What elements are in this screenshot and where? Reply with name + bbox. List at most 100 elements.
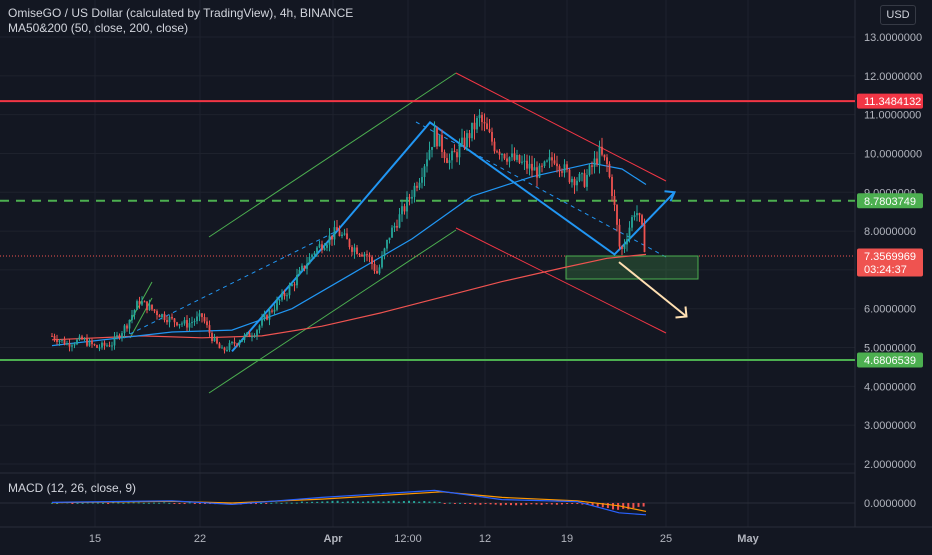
price-tick: 4.0000000 bbox=[864, 381, 916, 393]
candle-up bbox=[398, 214, 401, 228]
candle-down bbox=[376, 270, 378, 274]
macd-histogram-bar bbox=[122, 502, 125, 504]
candle-up bbox=[113, 336, 116, 346]
candles bbox=[51, 109, 646, 354]
candle-down bbox=[583, 173, 586, 187]
candle-up bbox=[563, 164, 566, 173]
candle-up bbox=[316, 247, 318, 253]
price-level-badge bbox=[857, 248, 923, 277]
candle-down bbox=[611, 177, 613, 197]
candle-up bbox=[433, 128, 436, 148]
candle-down bbox=[456, 152, 458, 158]
macd-histogram-bar bbox=[576, 503, 579, 504]
macd-histogram-bar bbox=[474, 503, 477, 505]
candle-up bbox=[458, 144, 461, 158]
macd-histogram-bar bbox=[107, 503, 110, 504]
macd-histogram-bar bbox=[566, 503, 569, 504]
candle-down bbox=[171, 316, 173, 319]
candle-down bbox=[201, 313, 203, 318]
macd-histogram-bar bbox=[525, 503, 528, 505]
projection-line bbox=[415, 121, 667, 258]
grid bbox=[0, 0, 932, 528]
candle-down bbox=[621, 246, 623, 249]
macd-histogram-bar bbox=[550, 503, 553, 505]
candle-up bbox=[61, 339, 63, 341]
macd-histogram-bar bbox=[336, 500, 339, 503]
candle-up bbox=[378, 267, 381, 274]
descending-channel-lower bbox=[455, 227, 667, 334]
candle-down bbox=[616, 205, 618, 225]
candle-down bbox=[638, 213, 641, 216]
candle-down bbox=[126, 325, 128, 329]
candle-down bbox=[91, 340, 93, 345]
flag-line bbox=[129, 297, 153, 339]
macd-histogram-bar bbox=[311, 501, 314, 503]
candle-up bbox=[191, 322, 193, 324]
macd-histogram-bar bbox=[392, 500, 395, 503]
candle-up bbox=[523, 160, 526, 162]
candle-up bbox=[598, 146, 601, 165]
arrow-down-head bbox=[675, 306, 688, 319]
candle-down bbox=[206, 321, 208, 326]
time-tick: May bbox=[737, 533, 759, 545]
candle-up bbox=[226, 349, 228, 351]
candle-up bbox=[353, 247, 356, 252]
candle-down bbox=[603, 154, 606, 158]
candle-down bbox=[138, 301, 141, 305]
macd-histogram-bar bbox=[158, 502, 161, 504]
candle-down bbox=[596, 158, 598, 165]
macd-histogram-bar bbox=[555, 503, 558, 505]
candle-up bbox=[188, 322, 191, 328]
candle-down bbox=[551, 157, 553, 161]
candle-down bbox=[81, 336, 83, 340]
candle-up bbox=[276, 300, 278, 310]
candle-up bbox=[633, 215, 636, 218]
candle-down bbox=[493, 141, 496, 152]
macd-histogram-bar bbox=[163, 502, 166, 504]
candle-up bbox=[471, 122, 473, 139]
macd-histogram-bar bbox=[153, 502, 155, 504]
candle-down bbox=[108, 345, 111, 347]
candle-up bbox=[256, 330, 258, 336]
currency-button[interactable]: USD bbox=[880, 5, 916, 25]
time-tick: Apr bbox=[324, 533, 344, 545]
macd-histogram-bar bbox=[504, 503, 507, 505]
candle-down bbox=[271, 310, 273, 312]
candle-up bbox=[246, 332, 248, 336]
macd-histogram-bar bbox=[96, 502, 99, 504]
macd-histogram-bar bbox=[275, 502, 278, 504]
candle-up bbox=[261, 318, 263, 326]
macd-histogram-bar bbox=[606, 503, 609, 509]
macd-histogram-bar bbox=[397, 501, 400, 503]
macd-histogram-bar bbox=[193, 503, 196, 504]
candle-up bbox=[538, 165, 541, 178]
candle-up bbox=[121, 333, 123, 338]
candle-down bbox=[348, 239, 351, 248]
candle-up bbox=[286, 295, 288, 297]
candle-up bbox=[533, 167, 536, 171]
macd-histogram-bar bbox=[423, 501, 426, 503]
candle-down bbox=[51, 335, 53, 337]
macd-histogram-bar bbox=[617, 503, 620, 510]
macd-histogram-bar bbox=[183, 503, 186, 504]
candle-down bbox=[491, 131, 493, 142]
candle-down bbox=[303, 265, 306, 269]
candle-up bbox=[381, 256, 383, 268]
candle-down bbox=[96, 345, 98, 348]
macd-histogram-bar bbox=[622, 503, 625, 509]
candle-up bbox=[418, 182, 421, 188]
candle-up bbox=[438, 135, 441, 147]
macd-histogram-bar bbox=[270, 502, 273, 504]
candle-up bbox=[476, 118, 478, 130]
candle-up bbox=[111, 345, 113, 347]
macd-histogram-bar bbox=[499, 503, 502, 506]
candle-down bbox=[463, 137, 466, 148]
candle-down bbox=[366, 254, 368, 256]
time-tick: 15 bbox=[89, 533, 101, 545]
candle-down bbox=[601, 146, 603, 155]
ma200-line bbox=[51, 253, 647, 341]
candle-up bbox=[268, 310, 271, 320]
time-tick: 19 bbox=[561, 533, 573, 545]
